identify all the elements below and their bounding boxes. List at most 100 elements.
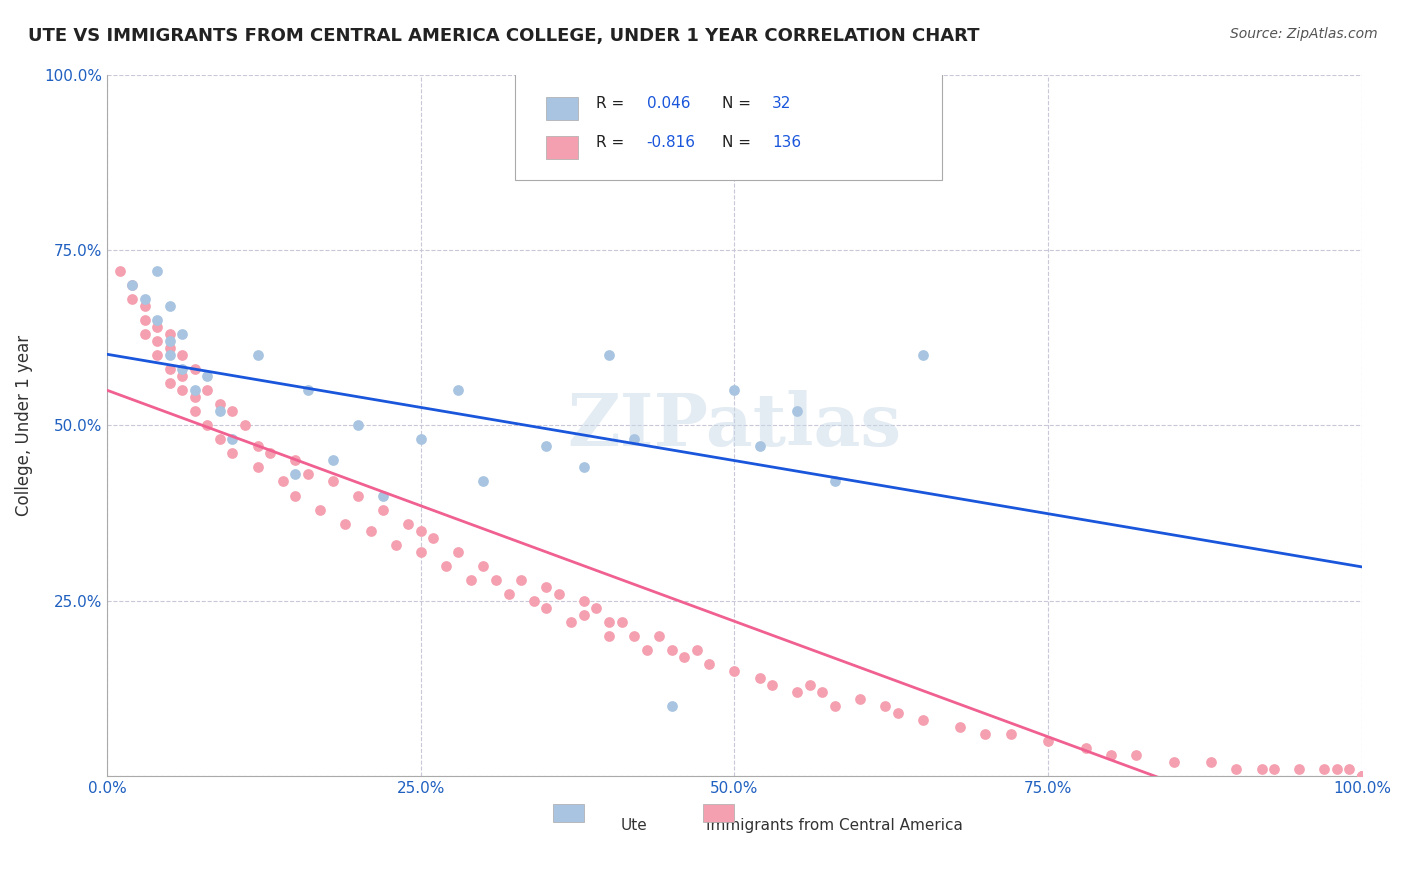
Point <box>409 524 432 538</box>
Point <box>447 544 470 558</box>
Point <box>347 418 370 433</box>
Point <box>748 671 770 685</box>
Point <box>121 292 143 306</box>
Point <box>536 580 558 594</box>
Point <box>699 657 721 671</box>
Point <box>598 615 620 629</box>
Point <box>172 384 194 398</box>
Point <box>1201 755 1223 769</box>
Point <box>786 404 808 418</box>
Point <box>472 558 495 573</box>
Point <box>409 544 432 558</box>
Point <box>184 362 207 376</box>
Point <box>284 467 307 482</box>
Point <box>723 664 745 678</box>
Point <box>1125 748 1147 763</box>
Point <box>159 341 181 355</box>
Point <box>221 446 243 460</box>
Point <box>560 615 582 629</box>
Point <box>673 649 696 664</box>
Point <box>572 594 595 608</box>
Point <box>271 475 294 489</box>
Point <box>371 489 394 503</box>
FancyBboxPatch shape <box>547 136 578 159</box>
Point <box>221 433 243 447</box>
Point <box>1225 762 1247 776</box>
Point <box>396 516 419 531</box>
Text: Source: ZipAtlas.com: Source: ZipAtlas.com <box>1230 27 1378 41</box>
Point <box>1163 755 1185 769</box>
Point <box>409 433 432 447</box>
Point <box>974 727 997 741</box>
Point <box>134 292 156 306</box>
FancyBboxPatch shape <box>703 805 734 822</box>
Point <box>246 460 269 475</box>
Point <box>949 720 972 734</box>
Point <box>748 439 770 453</box>
Point <box>146 320 169 334</box>
Point <box>572 607 595 622</box>
Text: R =: R = <box>596 96 630 112</box>
Point <box>849 692 872 706</box>
Point <box>422 531 444 545</box>
Point <box>1250 762 1272 776</box>
Point <box>1339 762 1361 776</box>
Point <box>523 594 546 608</box>
Point <box>610 615 633 629</box>
Point <box>284 453 307 467</box>
Point <box>208 433 231 447</box>
Point <box>598 348 620 362</box>
Point <box>134 313 156 327</box>
Y-axis label: College, Under 1 year: College, Under 1 year <box>15 334 32 516</box>
Point <box>195 384 218 398</box>
Point <box>184 404 207 418</box>
Text: UTE VS IMMIGRANTS FROM CENTRAL AMERICA COLLEGE, UNDER 1 YEAR CORRELATION CHART: UTE VS IMMIGRANTS FROM CENTRAL AMERICA C… <box>28 27 980 45</box>
FancyBboxPatch shape <box>515 71 942 180</box>
Point <box>371 502 394 516</box>
Point <box>146 313 169 327</box>
FancyBboxPatch shape <box>547 97 578 120</box>
Point <box>723 384 745 398</box>
Point <box>761 678 783 692</box>
Point <box>824 475 846 489</box>
Point <box>384 538 406 552</box>
Point <box>146 264 169 278</box>
Point <box>485 573 508 587</box>
Point <box>172 348 194 362</box>
Point <box>172 327 194 342</box>
Point <box>195 369 218 384</box>
Point <box>623 433 645 447</box>
Point <box>1099 748 1122 763</box>
Point <box>221 404 243 418</box>
Point <box>911 348 934 362</box>
Text: R =: R = <box>596 135 630 150</box>
Point <box>648 629 671 643</box>
Text: ZIPatlas: ZIPatlas <box>568 390 901 461</box>
Point <box>309 502 332 516</box>
Point <box>585 600 607 615</box>
Point <box>284 489 307 503</box>
Point <box>159 376 181 391</box>
Point <box>146 348 169 362</box>
Point <box>510 573 533 587</box>
Point <box>1351 769 1374 783</box>
Point <box>447 384 470 398</box>
Point <box>536 600 558 615</box>
Point <box>786 685 808 699</box>
Point <box>498 587 520 601</box>
Point <box>159 327 181 342</box>
Point <box>636 643 658 657</box>
Point <box>1038 734 1060 748</box>
Point <box>911 713 934 727</box>
Point <box>1326 762 1348 776</box>
Point <box>347 489 370 503</box>
Point <box>335 516 357 531</box>
Point <box>159 299 181 313</box>
Point <box>172 369 194 384</box>
Text: 136: 136 <box>772 135 801 150</box>
Point <box>172 362 194 376</box>
Point <box>1263 762 1285 776</box>
Point <box>159 362 181 376</box>
Point <box>661 699 683 714</box>
Point <box>1000 727 1022 741</box>
